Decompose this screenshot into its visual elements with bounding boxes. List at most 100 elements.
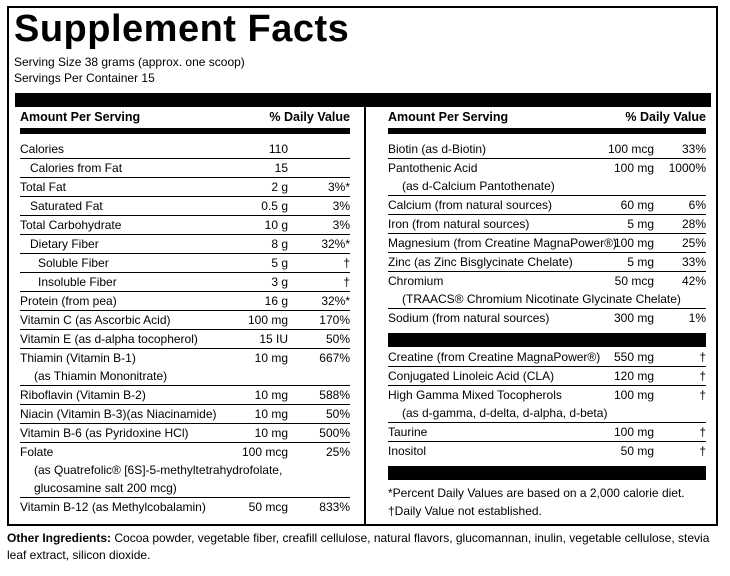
nutrient-amount: 16 g bbox=[264, 294, 288, 308]
nutrient-amount: 50 mcg bbox=[614, 274, 654, 288]
nutrient-daily-value: 42% bbox=[681, 274, 706, 288]
footnote-daily-values: *Percent Daily Values are based on a 2,0… bbox=[388, 486, 685, 500]
nutrient-amount: 10 mg bbox=[254, 388, 288, 402]
other-ingredients-label: Other Ingredients: bbox=[7, 531, 112, 545]
nutrient-daily-value: 3% bbox=[332, 218, 350, 232]
nutrient-name: Insoluble Fiber bbox=[38, 275, 117, 289]
nutrient-name: Inositol bbox=[388, 444, 427, 458]
nutrient-name: Niacin (Vitamin B-3)(as Niacinamide) bbox=[20, 407, 217, 421]
left-header-rule bbox=[20, 128, 350, 134]
left-column-header: Amount Per Serving % Daily Value bbox=[20, 108, 350, 126]
nutrient-amount: 50 mcg bbox=[248, 500, 288, 514]
nutrient-daily-value: 33% bbox=[681, 255, 706, 269]
nutrient-name: Total Carbohydrate bbox=[20, 218, 122, 232]
nutrient-daily-value: 6% bbox=[688, 198, 706, 212]
nutrient-name: Sodium (from natural sources) bbox=[388, 311, 550, 325]
nutrient-amount: 100 mg bbox=[613, 236, 654, 250]
servings-per-container: Servings Per Container 15 bbox=[14, 71, 155, 85]
column-divider bbox=[364, 107, 366, 526]
nutrient-amount: 50 mg bbox=[620, 444, 654, 458]
nutrient-daily-value: 32%* bbox=[321, 294, 350, 308]
nutrient-row: High Gamma Mixed Tocopherols 100 mg † (as d… bbox=[388, 385, 706, 422]
nutrient-row: Vitamin B-6 (as Pyridoxine HCl) 10 mg 500% bbox=[20, 423, 350, 442]
nutrient-name: Magnesium (from Creatine MagnaPower®) bbox=[388, 236, 617, 250]
nutrient-amount: 10 mg bbox=[254, 351, 288, 365]
nutrient-daily-value: 3%* bbox=[327, 180, 350, 194]
nutrient-row: Total Fat 2 g 3%* bbox=[20, 177, 350, 196]
nutrient-amount: 5 mg bbox=[627, 217, 654, 231]
nutrient-name: Soluble Fiber bbox=[38, 256, 109, 270]
nutrient-name: Conjugated Linoleic Acid (CLA) bbox=[388, 369, 555, 383]
nutrient-name: High Gamma Mixed Tocopherols bbox=[388, 388, 562, 402]
nutrient-name: Zinc (as Zinc Bisglycinate Chelate) bbox=[388, 255, 573, 269]
nutrient-name: Vitamin B-6 (as Pyridoxine HCl) bbox=[20, 426, 189, 440]
nutrient-amount: 10 mg bbox=[254, 426, 288, 440]
nutrient-row: Chromium 50 mcg 42% (TRAACS® Chromium Nicot… bbox=[388, 271, 706, 308]
nutrient-name: Dietary Fiber bbox=[30, 237, 99, 251]
nutrient-row: Zinc (as Zinc Bisglycinate Chelate) 5 mg 3… bbox=[388, 252, 706, 271]
nutrient-amount: 2 g bbox=[271, 180, 288, 194]
nutrient-row: Calories 110 bbox=[20, 140, 350, 158]
nutrient-daily-value: 33% bbox=[681, 142, 706, 156]
nutrient-row: Vitamin C (as Ascorbic Acid) 100 mg 170% bbox=[20, 310, 350, 329]
nutrient-name: Calcium (from natural sources) bbox=[388, 198, 553, 212]
nutrient-row: Conjugated Linoleic Acid (CLA) 120 mg † bbox=[388, 366, 706, 385]
right-mid-bar bbox=[388, 333, 706, 347]
nutrient-row: Riboflavin (Vitamin B-2) 10 mg 588% bbox=[20, 385, 350, 404]
right-bottom-bar bbox=[388, 466, 706, 480]
panel-title: Supplement Facts bbox=[14, 8, 350, 50]
nutrient-name: Folate bbox=[20, 445, 54, 459]
nutrient-row: Folate 100 mcg 25% (as Quatrefolic® [6S]-5-… bbox=[20, 442, 350, 497]
nutrient-daily-value: † bbox=[699, 425, 706, 439]
nutrient-name: Biotin (as d-Biotin) bbox=[388, 142, 487, 156]
nutrient-row: Saturated Fat 0.5 g 3% bbox=[20, 196, 350, 215]
nutrient-amount: 110 bbox=[268, 142, 288, 156]
left-rows: Calories 110 Calories from Fat 15 Total Fat 2… bbox=[20, 140, 350, 516]
nutrient-row: Protein (from pea) 16 g 32%* bbox=[20, 291, 350, 310]
nutrient-amount: 550 mg bbox=[613, 350, 654, 364]
nutrient-daily-value: 1% bbox=[688, 311, 706, 325]
nutrient-amount: 300 mg bbox=[613, 311, 654, 325]
nutrient-amount: 100 mcg bbox=[241, 445, 288, 459]
nutrient-name: Calories bbox=[20, 142, 65, 156]
nutrient-source-note: (as d-Calcium Pantothenate) bbox=[402, 179, 555, 193]
nutrient-amount: 5 g bbox=[271, 256, 288, 270]
nutrient-daily-value: 588% bbox=[319, 388, 350, 402]
nutrient-amount: 15 bbox=[274, 161, 288, 175]
other-ingredients-text: Cocoa powder, vegetable fiber, creafill … bbox=[7, 531, 710, 562]
amount-per-serving-header: Amount Per Serving bbox=[20, 110, 141, 124]
nutrient-amount: 10 mg bbox=[254, 407, 288, 421]
nutrient-source-note: glucosamine salt 200 mcg) bbox=[34, 481, 177, 495]
nutrient-source-note: (TRAACS® Chromium Nicotinate Glycinate C… bbox=[402, 292, 681, 306]
nutrient-source-note: (as Quatrefolic® [6S]-5-methyltetrahydro… bbox=[34, 463, 283, 477]
daily-value-header: % Daily Value bbox=[269, 110, 350, 124]
nutrient-daily-value: † bbox=[699, 444, 706, 458]
nutrient-name: Taurine bbox=[388, 425, 428, 439]
nutrient-name: Iron (from natural sources) bbox=[388, 217, 530, 231]
nutrient-daily-value: † bbox=[343, 256, 350, 270]
nutrient-row: Dietary Fiber 8 g 32%* bbox=[20, 234, 350, 253]
nutrient-source-note: (as Thiamin Mononitrate) bbox=[34, 369, 168, 383]
nutrient-daily-value: 833% bbox=[319, 500, 350, 514]
footnote-not-established: †Daily Value not established. bbox=[388, 504, 542, 518]
nutrient-amount: 60 mg bbox=[620, 198, 654, 212]
nutrient-name: Chromium bbox=[388, 274, 444, 288]
nutrient-amount: 100 mcg bbox=[607, 142, 654, 156]
nutrient-amount: 8 g bbox=[271, 237, 288, 251]
nutrient-amount: 3 g bbox=[271, 275, 288, 289]
supplement-facts-panel bbox=[7, 6, 718, 526]
nutrient-name: Vitamin C (as Ascorbic Acid) bbox=[20, 313, 171, 327]
nutrient-row: Taurine 100 mg † bbox=[388, 422, 706, 441]
nutrient-amount: 100 mg bbox=[247, 313, 288, 327]
nutrient-amount: 0.5 g bbox=[261, 199, 288, 213]
nutrient-row: Sodium (from natural sources) 300 mg 1% bbox=[388, 308, 706, 327]
nutrient-amount: 100 mg bbox=[613, 388, 654, 402]
nutrient-row: Vitamin B-12 (as Methylcobalamin) 50 mcg 8… bbox=[20, 497, 350, 516]
top-divider-bar bbox=[15, 93, 711, 107]
nutrient-daily-value: 3% bbox=[332, 199, 350, 213]
nutrient-row: Total Carbohydrate 10 g 3% bbox=[20, 215, 350, 234]
nutrient-name: Vitamin E (as d-alpha tocopherol) bbox=[20, 332, 198, 346]
nutrient-amount: 10 g bbox=[264, 218, 288, 232]
nutrient-name: Vitamin B-12 (as Methylcobalamin) bbox=[20, 500, 206, 514]
nutrient-daily-value: 50% bbox=[325, 332, 350, 346]
